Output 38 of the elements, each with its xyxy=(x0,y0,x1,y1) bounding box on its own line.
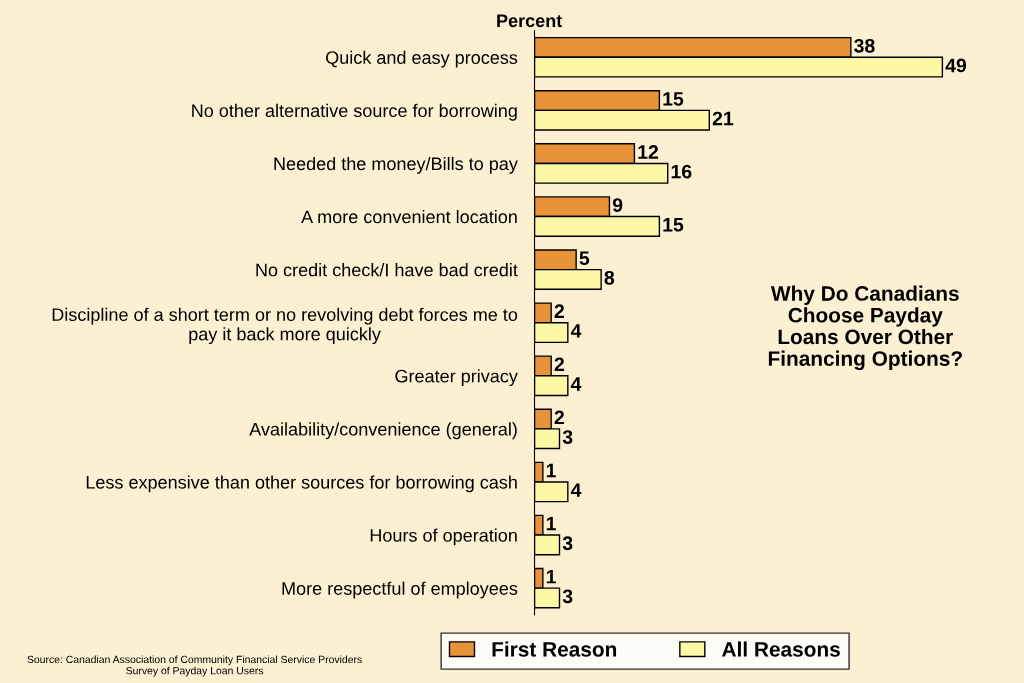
data-label: 21 xyxy=(712,111,734,126)
data-label: 38 xyxy=(854,38,875,53)
y-tick-label: Availability/convenience (general) xyxy=(249,422,517,440)
y-tick-label: A more convenient location xyxy=(301,210,517,224)
data-label: 4 xyxy=(570,483,582,497)
data-label: 1 xyxy=(546,516,556,531)
data-label: 4 xyxy=(570,377,582,391)
y-tick-label: Hours of operation xyxy=(370,528,517,546)
data-label: 9 xyxy=(612,198,623,212)
data-label: 3 xyxy=(562,589,573,604)
data-label: 15 xyxy=(663,92,684,106)
data-label: 15 xyxy=(663,218,684,232)
y-tick-label: Discipline of a short term or no revolving debt forces me to pay it back more quickly xyxy=(52,307,518,345)
y-tick-label: No other alternative source for borrowing xyxy=(192,103,517,121)
y-tick-label: Less expensive than other sources for borrowing cash xyxy=(86,475,517,493)
data-label: 3 xyxy=(562,430,573,444)
data-label: 1 xyxy=(546,569,556,584)
text: Why Do Canadians Choose Payday Loans Over Other Financing Options? xyxy=(768,285,962,371)
source-note: Source: Canadian Association of Community Financial Service Providers Survey of Payday Loan Users xyxy=(27,655,362,677)
legend-label: All Reasons xyxy=(722,641,840,657)
data-label: 2 xyxy=(554,304,564,318)
data-label: 2 xyxy=(554,410,564,425)
y-tick-label: More respectful of employees xyxy=(282,581,518,599)
data-label: 8 xyxy=(604,270,615,285)
y-tick-label: Needed the money/Bills to pay xyxy=(274,156,518,174)
y-tick-label: Quick and easy process xyxy=(326,50,518,68)
data-label: 4 xyxy=(570,324,582,338)
x-axis-title: Percent xyxy=(497,14,563,28)
data-label: 16 xyxy=(671,164,692,179)
y-tick-label: No credit check/I have bad credit xyxy=(256,263,518,277)
y-tick-label: Greater privacy xyxy=(395,369,518,387)
data-label: 2 xyxy=(554,357,564,372)
data-label: 5 xyxy=(579,251,590,266)
data-label: 3 xyxy=(562,536,573,551)
data-label: 49 xyxy=(945,58,967,73)
data-label: 1 xyxy=(546,463,556,478)
data-label: 12 xyxy=(638,145,659,159)
legend-label: First Reason xyxy=(492,641,617,657)
